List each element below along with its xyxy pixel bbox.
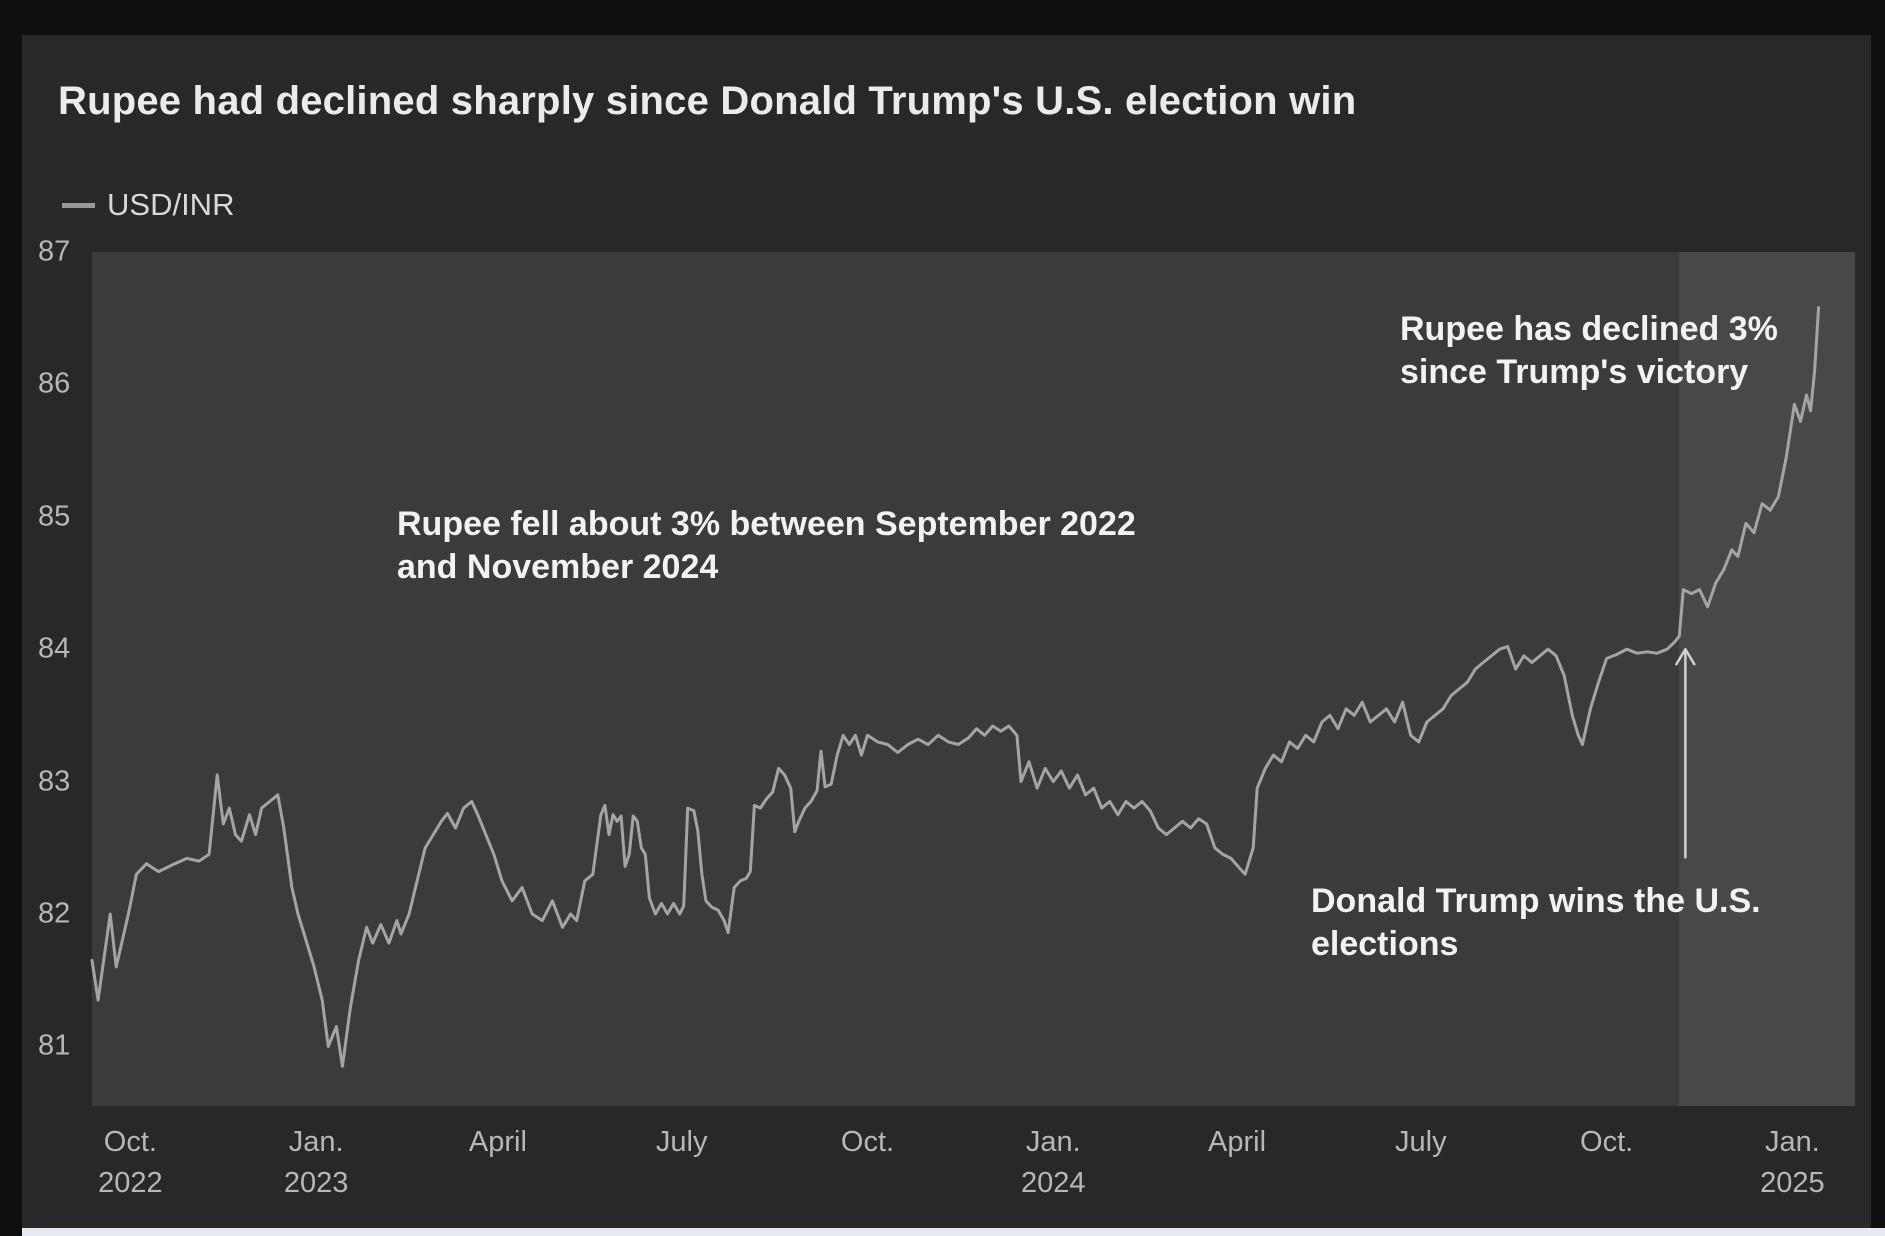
legend-label: USD/INR	[107, 187, 235, 222]
plot-area	[92, 252, 1855, 1106]
x-tick-label: Oct.	[840, 1126, 895, 1158]
x-tick-label: Jan. 2023	[283, 1126, 349, 1199]
x-tick-label: July	[1395, 1126, 1447, 1158]
annotation-rupee-declined: Rupee has declined 3% since Trump's vict…	[1400, 308, 1778, 394]
annotation-trump-wins-line2: elections	[1311, 925, 1459, 963]
y-tick-label: 84	[38, 632, 71, 665]
y-tick-label: 86	[38, 367, 71, 400]
bottom-edge-strip	[22, 1228, 1885, 1236]
x-tick-label: April	[1208, 1126, 1267, 1158]
annotation-rupee-fell: Rupee fell about 3% between September 20…	[397, 503, 1136, 589]
x-tick-label: Jan. 2024	[1021, 1126, 1086, 1199]
annotation-trump-wins: Donald Trump wins the U.S. elections	[1311, 880, 1761, 966]
usd-inr-line	[90, 306, 1821, 1068]
x-tick-label: Oct. 2022	[98, 1126, 163, 1199]
annotation-rupee-fell-line1: Rupee fell about 3% between September 20…	[397, 505, 1136, 543]
annotation-rupee-declined-line1: Rupee has declined 3%	[1400, 310, 1778, 348]
annotation-trump-wins-line1: Donald Trump wins the U.S.	[1311, 882, 1761, 920]
x-tick-label: April	[468, 1126, 527, 1158]
election-arrow-icon	[1675, 647, 1696, 859]
post-election-highlight-region	[1679, 252, 1855, 1106]
y-tick-label: 83	[38, 765, 71, 798]
y-tick-label: 85	[38, 500, 71, 533]
annotation-rupee-declined-line2: since Trump's victory	[1400, 353, 1749, 391]
y-tick-label: 82	[38, 897, 71, 930]
x-tick-label: July	[655, 1126, 708, 1158]
x-tick-label: Oct.	[1580, 1126, 1634, 1158]
legend: USD/INR	[62, 187, 234, 223]
y-tick-label: 81	[38, 1029, 71, 1062]
x-tick-label: Jan. 2025	[1760, 1126, 1825, 1199]
chart-title: Rupee had declined sharply since Donald …	[58, 79, 1357, 123]
legend-line-swatch-icon	[62, 202, 95, 208]
y-tick-label: 87	[38, 235, 71, 268]
annotation-rupee-fell-line2: and November 2024	[397, 548, 719, 586]
